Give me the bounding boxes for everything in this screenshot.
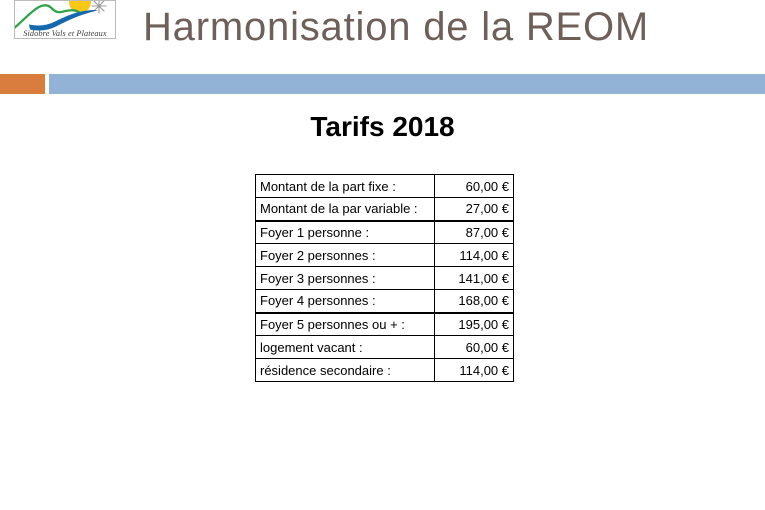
svg-text:Sidobre Vals et Plateaux: Sidobre Vals et Plateaux [23,29,107,38]
